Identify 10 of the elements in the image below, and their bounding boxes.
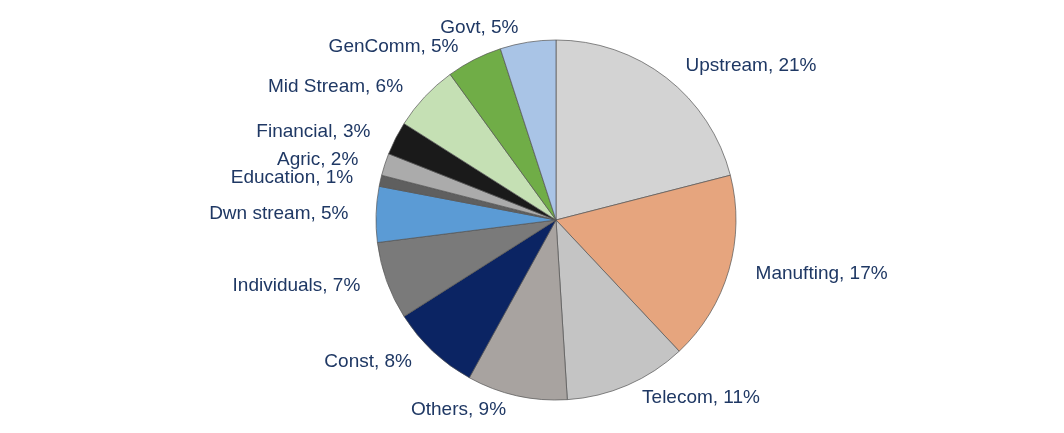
slice-label: Others, 9%	[410, 397, 507, 419]
slice-label: Dwn stream, 5%	[209, 201, 349, 223]
slice-label: Individuals, 7%	[232, 273, 361, 295]
slice-label: Telecom, 11%	[642, 386, 761, 408]
slice-label: Const, 8%	[324, 349, 413, 371]
slice-label: Upstream, 21%	[685, 54, 817, 76]
slice-label: Financial, 3%	[256, 119, 371, 141]
slice-label: Manufting, 17%	[755, 262, 888, 284]
slice-label: Mid Stream, 6%	[267, 74, 404, 96]
slice-label: Agric, 2%	[276, 147, 359, 169]
